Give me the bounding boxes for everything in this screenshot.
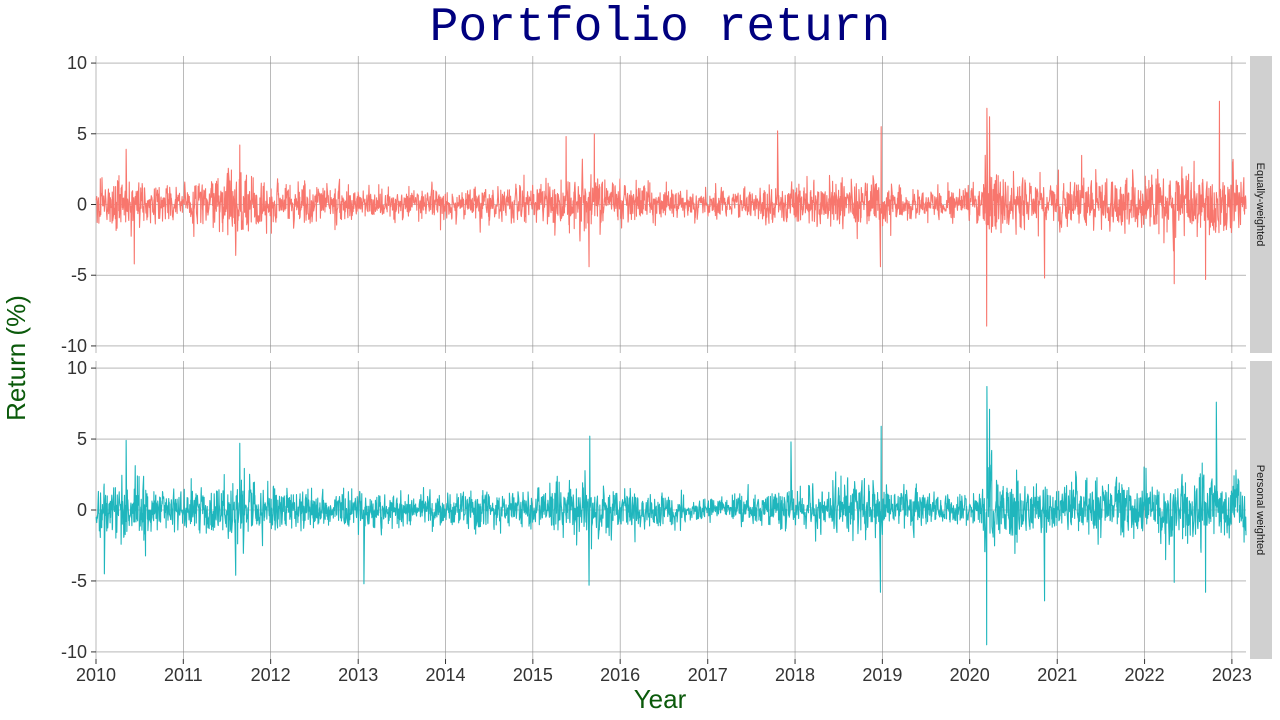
- x-tick-label: 2010: [76, 665, 116, 685]
- y-tick-label: 0: [77, 500, 87, 520]
- y-axis-title: Return (%): [1, 295, 31, 421]
- y-tick-label: 10: [67, 53, 87, 73]
- panels: -10 -5 0 5 10 Equally-weighted -10 -5 0 5 10 Person…: [61, 53, 1272, 662]
- y-tick-label: 10: [67, 358, 87, 378]
- facet-strip: [1250, 361, 1272, 659]
- x-tick-label: 2021: [1037, 665, 1077, 685]
- x-tick-label: 2014: [425, 665, 465, 685]
- x-tick-label: 2011: [164, 665, 203, 685]
- panel-2: -10 -5 0 5 10 Personal weighted: [61, 358, 1272, 662]
- y-tick-label: 5: [77, 429, 87, 449]
- x-tick-label: 2012: [251, 665, 291, 685]
- x-tick-label: 2016: [600, 665, 640, 685]
- panel-1: -10 -5 0 5 10 Equally-weighted: [61, 53, 1272, 356]
- series-line: [95, 385, 1247, 646]
- y-tick-label: 5: [77, 124, 87, 144]
- chart-title: Portfolio return: [430, 1, 891, 55]
- series-line: [95, 100, 1247, 327]
- y-tick-label: -10: [61, 336, 87, 356]
- x-tick-label: 2023: [1212, 665, 1252, 685]
- x-tick-label: 2015: [513, 665, 553, 685]
- x-tick-label: 2018: [775, 665, 815, 685]
- x-tick-label: 2020: [950, 665, 990, 685]
- x-axis: 2010 2011 2012 2013 2014 2015 2016 2017 2018 2019…: [76, 659, 1252, 685]
- x-tick-label: 2017: [688, 665, 728, 685]
- y-tick-label: -5: [71, 571, 87, 591]
- x-tick-label: 2022: [1125, 665, 1165, 685]
- y-tick-label: -5: [71, 265, 87, 285]
- facet-strip-label: Equally-weighted: [1254, 163, 1266, 247]
- x-axis-title: Year: [634, 684, 687, 714]
- y-tick-label: -10: [61, 642, 87, 662]
- y-tick-label: 0: [77, 195, 87, 215]
- facet-strip: [1250, 56, 1272, 353]
- facet-strip-label: Personal weighted: [1254, 465, 1266, 556]
- x-tick-label: 2013: [338, 665, 378, 685]
- x-tick-label: 2019: [862, 665, 902, 685]
